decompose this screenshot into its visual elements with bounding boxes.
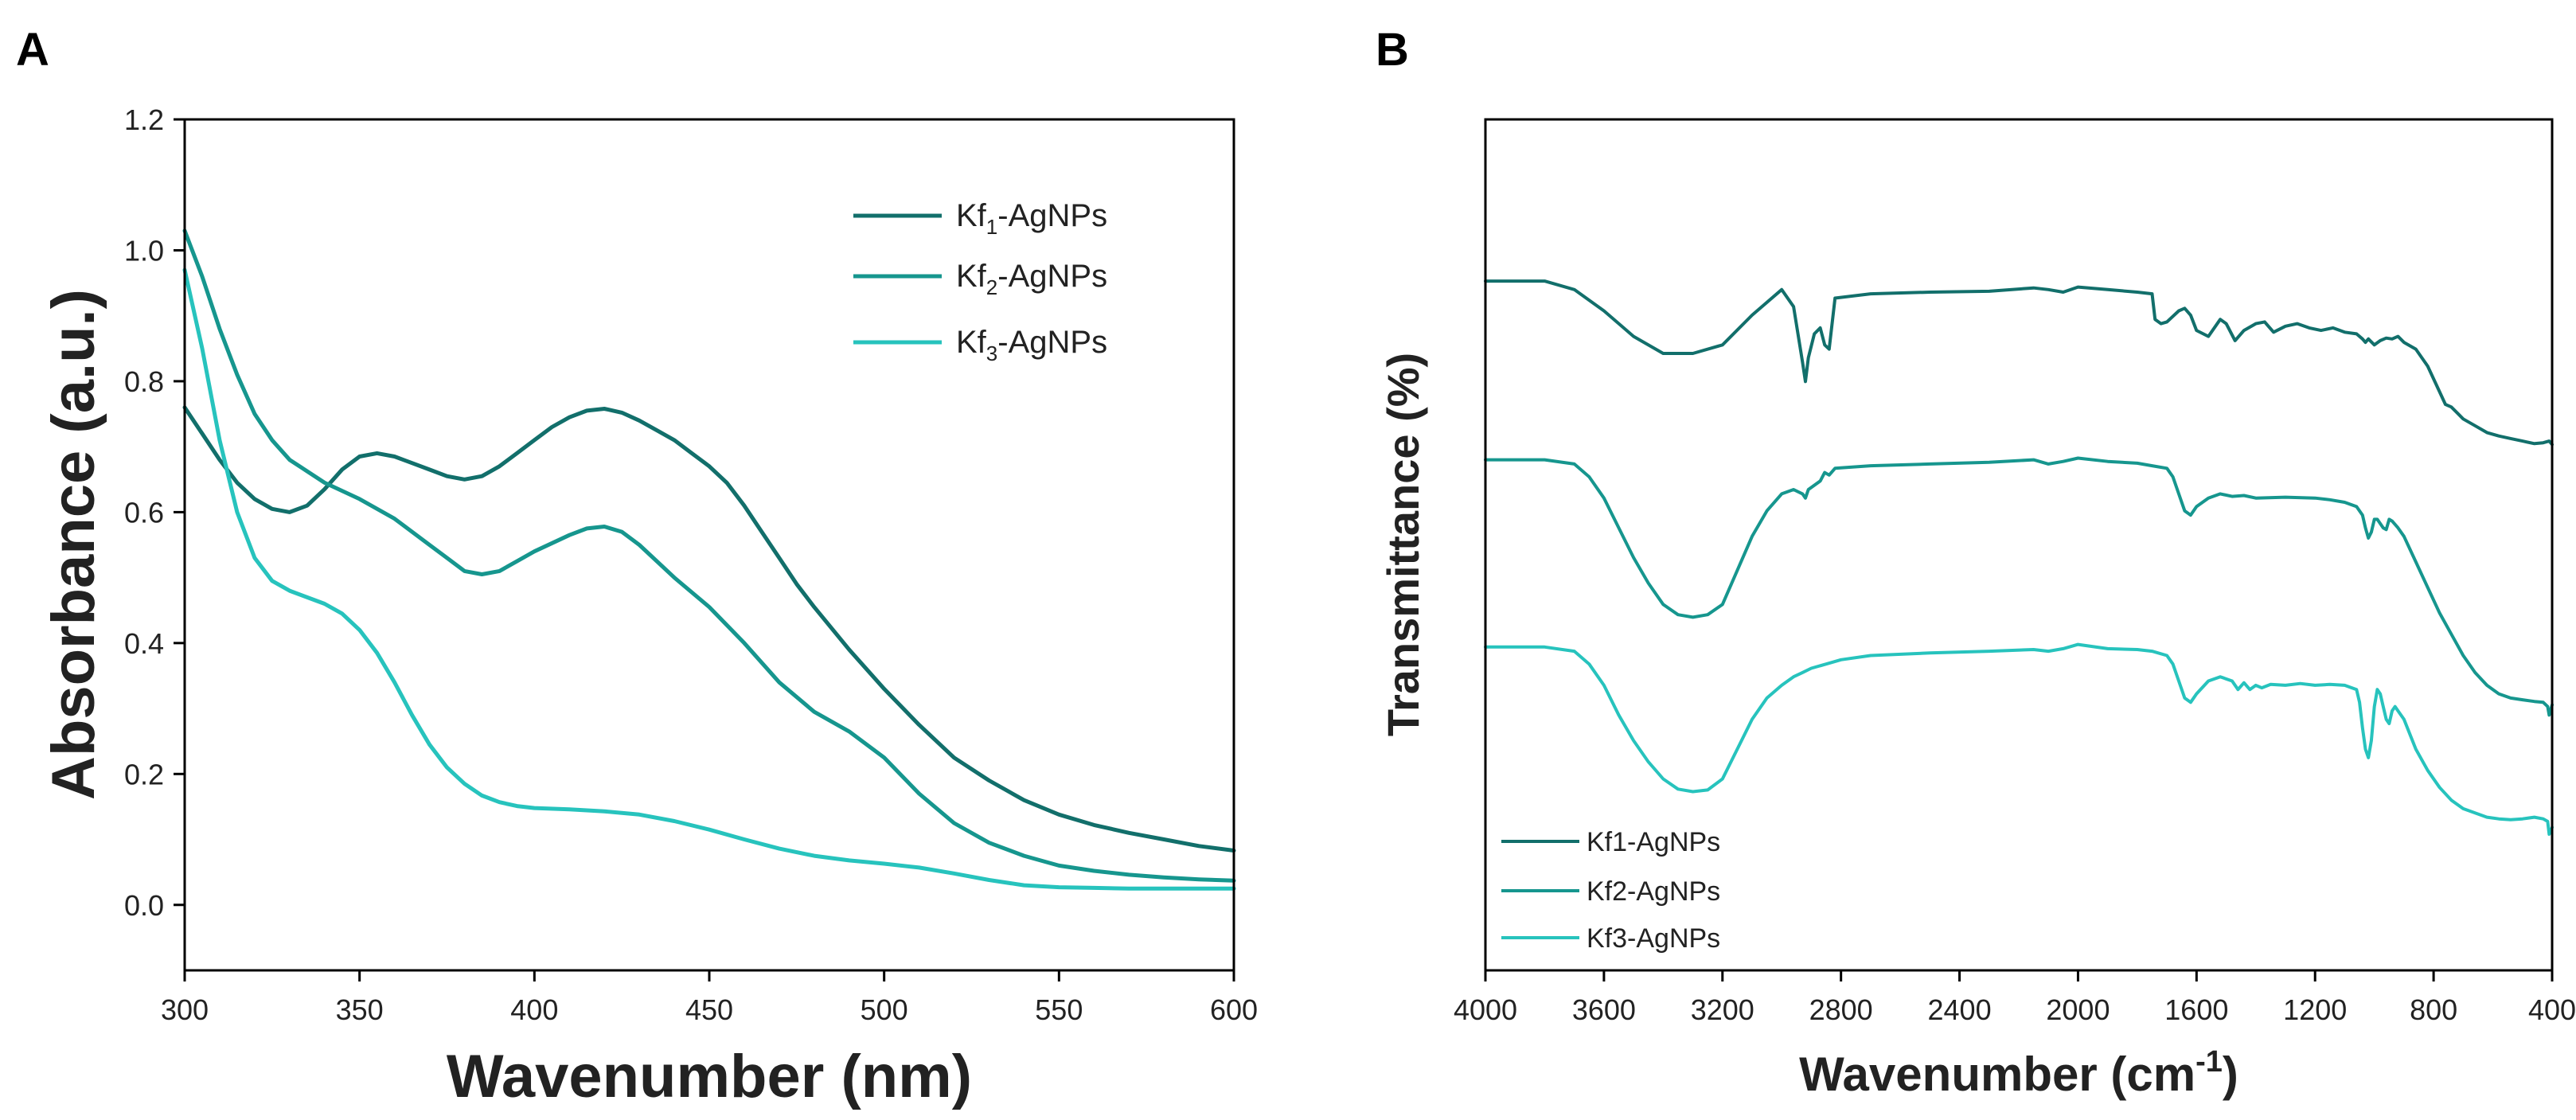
panel-a-ticks: 300 350 400 450 500 550 600 0.0 0.2 0.4 0.6 0.8 1.0 1… [124, 103, 1258, 1026]
legend-b-label-kf2: Kf2-AgNPs [1587, 876, 1720, 907]
series-line-b-kf2 [1484, 456, 2554, 717]
x-tick-label-b: 2000 [2046, 993, 2110, 1026]
panel-b-ticks: 4000 3600 3200 2800 2400 2000 1600 1200 800 400 [1454, 970, 2576, 1026]
legend-b-label-kf1: Kf1-AgNPs [1587, 827, 1720, 857]
y-tick-label-a: 0.8 [124, 365, 164, 398]
panel-b-legend: Kf1-AgNPs Kf2-AgNPs Kf3-AgNPs [1501, 827, 1720, 954]
panel-b-series-group [1484, 279, 2554, 836]
x-tick-label-b: 800 [2410, 993, 2457, 1026]
series-line-a-kf2 [182, 228, 1236, 883]
x-tick-label-b: 2800 [1809, 993, 1873, 1026]
x-tick-label-a: 400 [510, 993, 558, 1026]
panel-a-frame [183, 118, 1235, 972]
x-tick-label-b: 3600 [1572, 993, 1636, 1026]
panel-b-x-axis-title: Wavenumber (cm-1) [1799, 1045, 2238, 1101]
panel-a-legend: Kf1-AgNPs Kf2-AgNPs Kf3-AgNPs [853, 198, 1107, 365]
panel-a-y-axis-title: Absorbance (a.u.) [40, 289, 107, 800]
y-tick-label-a: 0.4 [124, 627, 164, 660]
panel-a: A 300 350 400 450 500 550 600 0.0 0.2 0.4 0.6 0.8 1.… [16, 24, 1258, 1110]
panel-b-frame [1484, 118, 2554, 972]
legend-a-label-kf1: Kf1-AgNPs [956, 198, 1107, 239]
series-line-a-kf1 [182, 405, 1236, 853]
x-tick-label-b: 3200 [1691, 993, 1754, 1026]
x-tick-label-b: 400 [2528, 993, 2576, 1026]
x-tick-label-a: 500 [861, 993, 908, 1026]
x-tick-label-b: 4000 [1454, 993, 1517, 1026]
y-tick-label-a: 0.2 [124, 758, 164, 790]
legend-a-label-kf2: Kf2-AgNPs [956, 259, 1107, 299]
panel-label-a: A [16, 24, 49, 76]
x-tick-label-b: 1600 [2164, 993, 2228, 1026]
x-tick-label-a: 600 [1210, 993, 1258, 1026]
series-line-a-kf3 [182, 267, 1236, 891]
panel-a-x-axis-title: Wavenumber (nm) [447, 1043, 972, 1110]
y-tick-label-a: 1.0 [124, 234, 164, 267]
panel-b-y-axis-title: Transmittance (%) [1378, 353, 1428, 736]
y-tick-label-a: 0.6 [124, 496, 164, 529]
panel-a-series-group [182, 228, 1236, 891]
x-tick-label-b: 2400 [1928, 993, 1992, 1026]
x-tick-label-a: 450 [685, 993, 733, 1026]
series-line-b-kf3 [1484, 642, 2554, 836]
x-tick-label-a: 350 [336, 993, 384, 1026]
x-tick-label-a: 300 [161, 993, 209, 1026]
series-line-b-kf1 [1484, 279, 2554, 447]
legend-a-label-kf3: Kf3-AgNPs [956, 325, 1107, 365]
panel-b: B 4000 3600 3200 2800 2400 2000 1600 1200 800 400… [1376, 24, 2576, 1101]
y-tick-label-a: 1.2 [124, 103, 164, 136]
x-tick-label-b: 1200 [2283, 993, 2347, 1026]
x-tick-label-a: 550 [1035, 993, 1083, 1026]
y-tick-label-a: 0.0 [124, 889, 164, 922]
panel-label-b: B [1376, 24, 1409, 76]
legend-b-label-kf3: Kf3-AgNPs [1587, 923, 1720, 954]
